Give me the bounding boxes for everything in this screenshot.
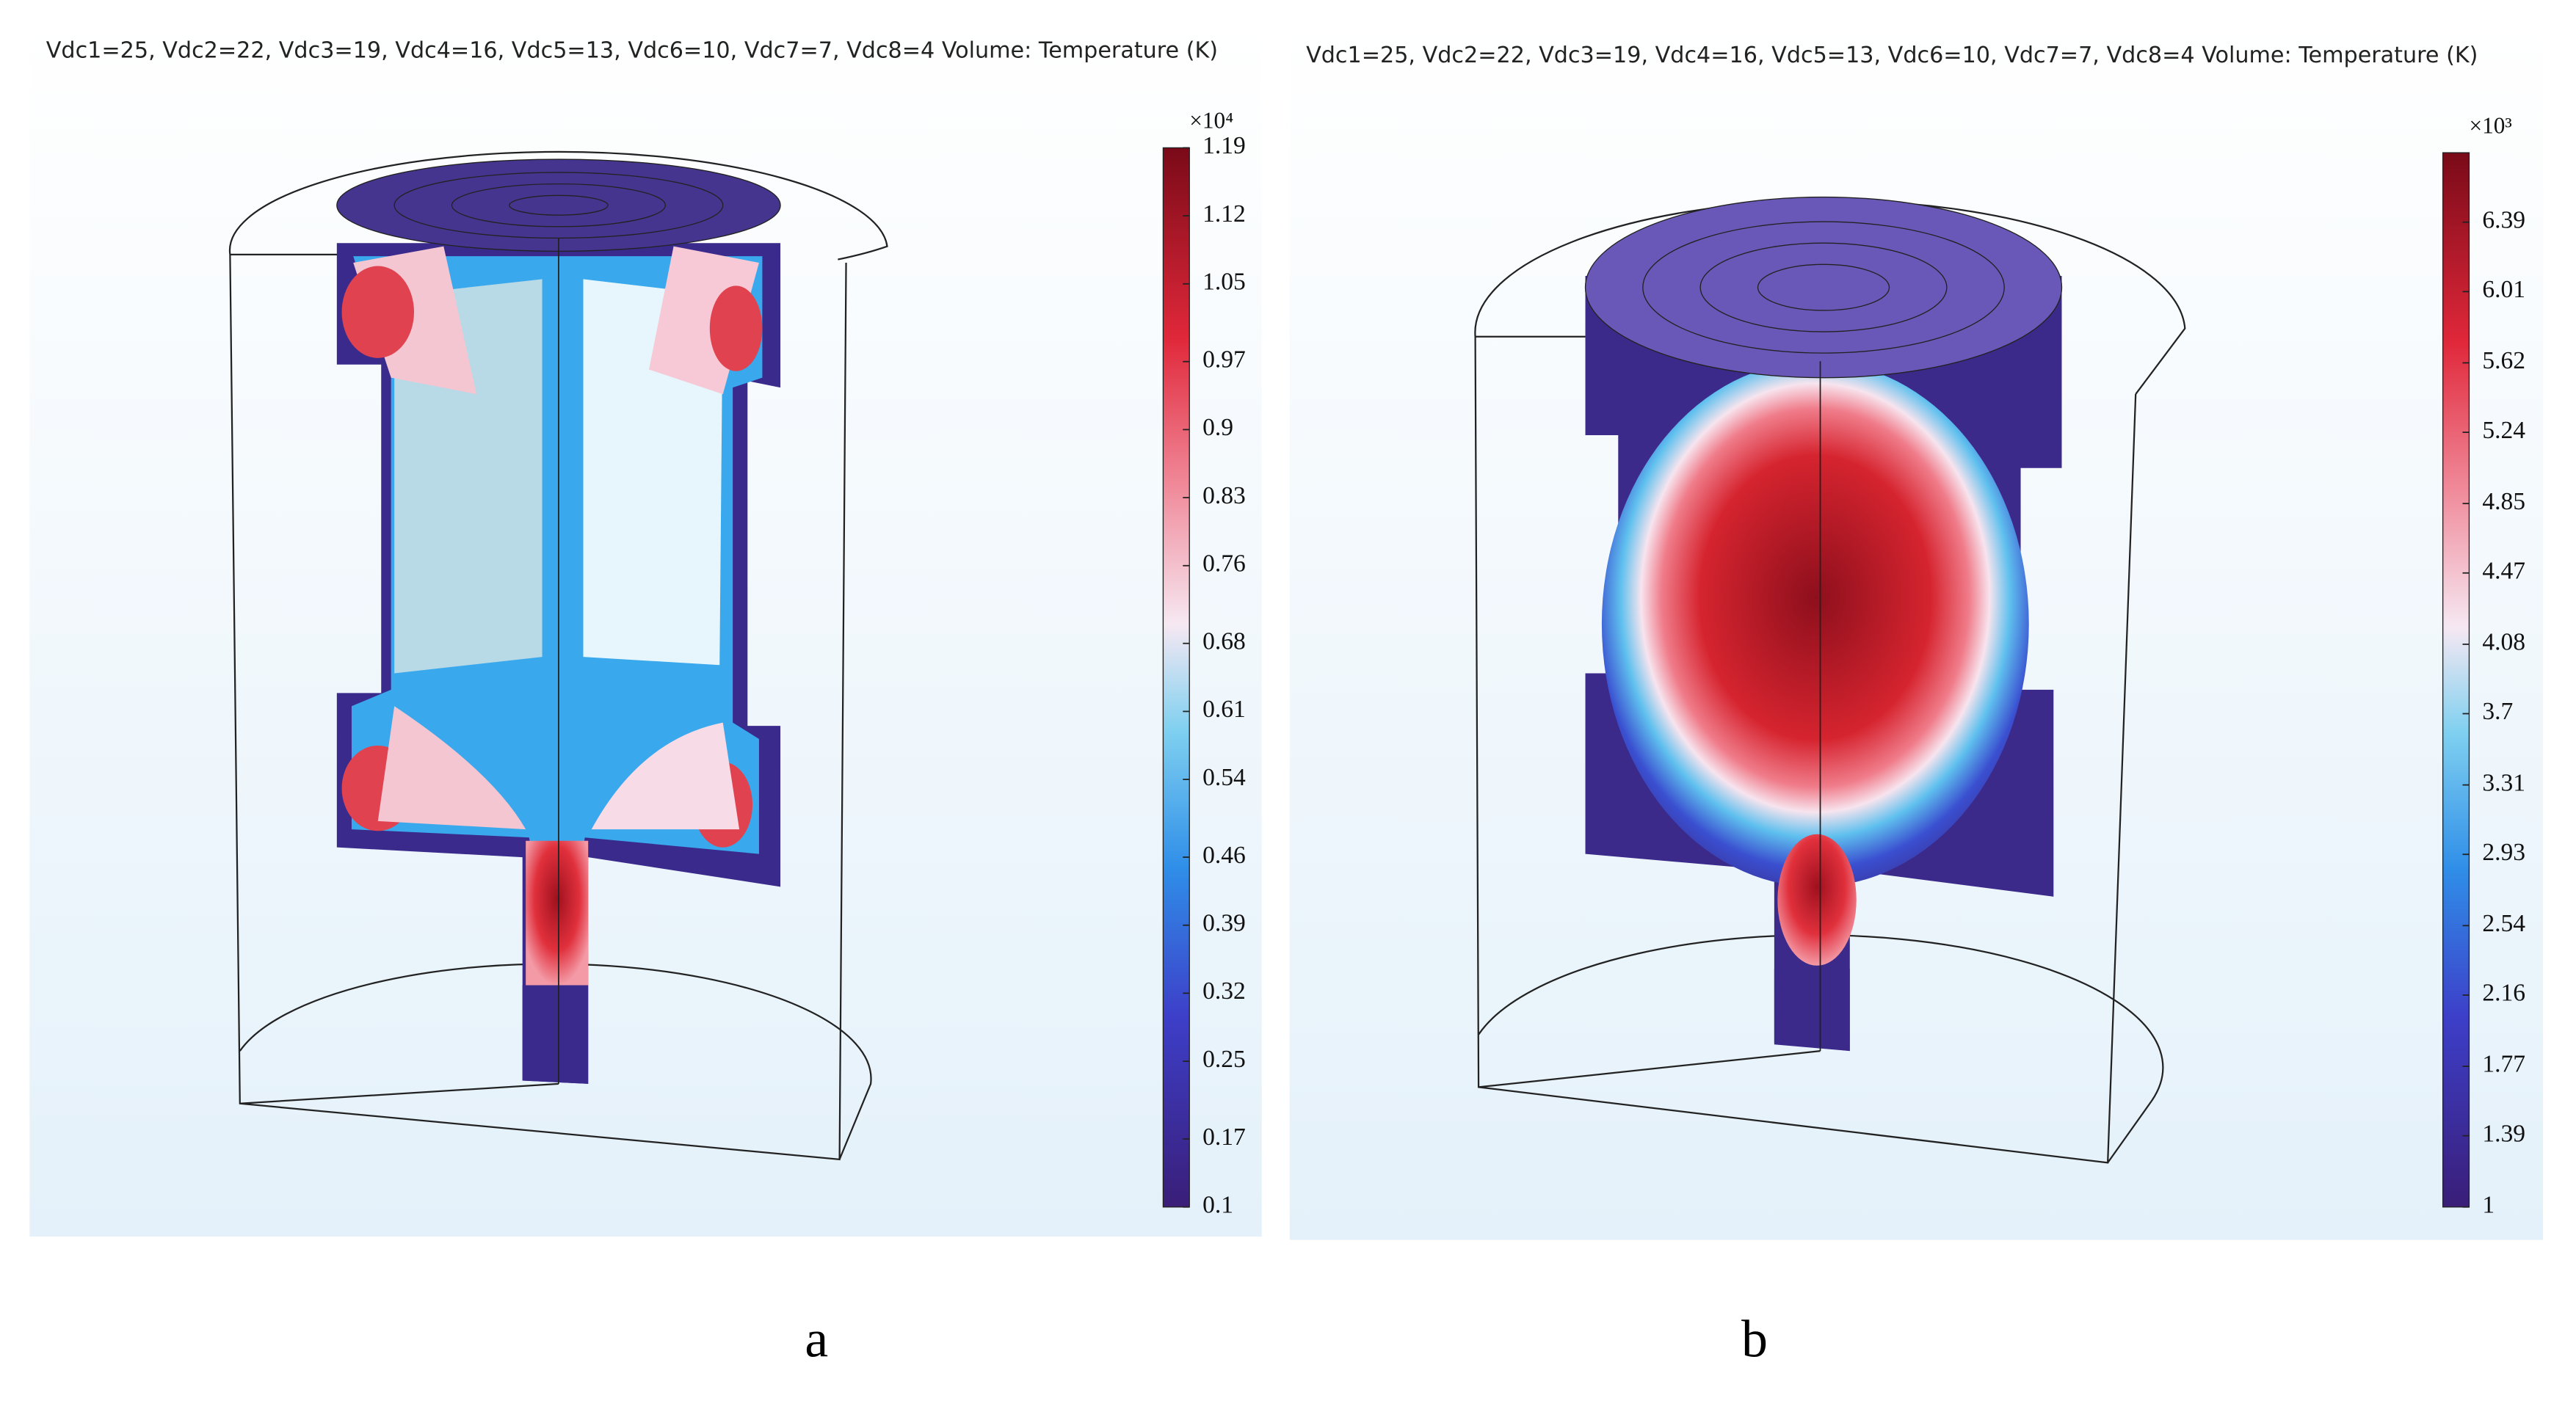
panel-caption: a bbox=[805, 1310, 828, 1368]
colorbar-tick-label: 1.12 bbox=[1202, 200, 1246, 227]
colorbar-tick-label: 0.61 bbox=[1202, 696, 1246, 723]
colorbar-multiplier: ×10⁴ bbox=[1189, 108, 1233, 134]
colorbar-multiplier: ×10³ bbox=[2469, 112, 2511, 138]
colorbar-tick-label: 2.54 bbox=[2482, 910, 2525, 937]
colorbar-tick-label: 0.54 bbox=[1202, 764, 1246, 791]
simulation-a bbox=[228, 150, 888, 1161]
colorbar bbox=[1162, 147, 1190, 1208]
colorbar-tick-label: 6.01 bbox=[2482, 276, 2525, 303]
panel-header: Vdc1=25, Vdc2=22, Vdc3=19, Vdc4=16, Vdc5… bbox=[1306, 43, 2478, 68]
simulation-b bbox=[1474, 196, 2186, 1164]
colorbar-tick-label: 0.9 bbox=[1202, 414, 1233, 441]
colorbar-tick-label: 4.85 bbox=[2482, 488, 2525, 515]
colorbar-tick-label: 1.77 bbox=[2482, 1051, 2525, 1078]
colorbar-tick-label: 1.05 bbox=[1202, 268, 1246, 295]
colorbar-tick-label: 0.97 bbox=[1202, 346, 1246, 373]
colorbar-tick-label: 0.83 bbox=[1202, 482, 1246, 509]
colorbar-tick-label: 3.7 bbox=[2482, 698, 2513, 725]
colorbar-tick-label: 6.39 bbox=[2482, 206, 2525, 233]
colorbar-tick-label: 1.19 bbox=[1202, 132, 1246, 159]
colorbar-tick-label: 1 bbox=[2482, 1191, 2495, 1218]
colorbar-tick-label: 0.76 bbox=[1202, 550, 1246, 577]
colorbar-tick-label: 3.31 bbox=[2482, 769, 2525, 796]
colorbar-tick-label: 1.39 bbox=[2482, 1120, 2525, 1147]
colorbar-tick-label: 2.16 bbox=[2482, 980, 2525, 1007]
colorbar-tick-label: 0.32 bbox=[1202, 977, 1246, 1005]
colorbar-tick-label: 0.1 bbox=[1202, 1191, 1233, 1218]
colorbar-tick-label: 4.08 bbox=[2482, 629, 2525, 656]
colorbar bbox=[2442, 152, 2470, 1208]
colorbar-tick-label: 0.39 bbox=[1202, 909, 1246, 936]
colorbar-tick-label: 5.24 bbox=[2482, 417, 2525, 444]
panel-header: Vdc1=25, Vdc2=22, Vdc3=19, Vdc4=16, Vdc5… bbox=[46, 37, 1218, 63]
colorbar-tick-label: 2.93 bbox=[2482, 839, 2525, 866]
colorbar-tick-label: 0.25 bbox=[1202, 1046, 1246, 1073]
panel-caption: b bbox=[1741, 1310, 1768, 1368]
colorbar-tick-label: 0.46 bbox=[1202, 842, 1246, 869]
colorbar-tick-label: 0.17 bbox=[1202, 1124, 1246, 1151]
colorbar-tick-label: 5.62 bbox=[2482, 347, 2525, 374]
colorbar-tick-label: 0.68 bbox=[1202, 627, 1246, 655]
colorbar-tick-label: 4.47 bbox=[2482, 557, 2525, 584]
